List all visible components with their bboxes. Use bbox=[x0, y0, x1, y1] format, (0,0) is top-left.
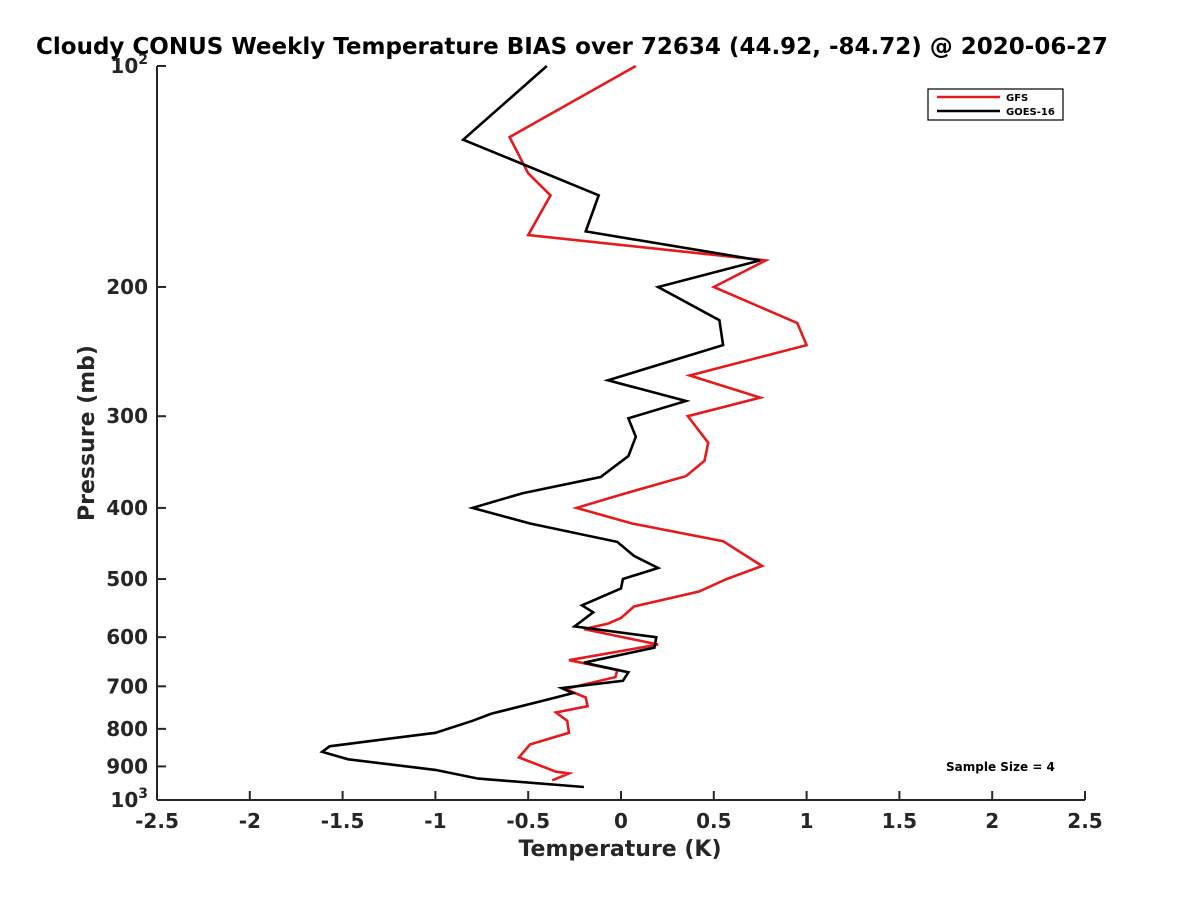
y-tick-label: 600 bbox=[106, 625, 148, 649]
y-tick-label: 500 bbox=[106, 567, 148, 591]
x-tick-label: 1 bbox=[800, 809, 814, 833]
sample-size-annotation: Sample Size = 4 bbox=[946, 760, 1055, 774]
x-tick-label: -2 bbox=[239, 809, 261, 833]
chart-title: Cloudy CONUS Weekly Temperature BIAS ove… bbox=[36, 34, 1108, 60]
y-tick-label: 200 bbox=[106, 275, 148, 299]
legend: GFS GOES-16 bbox=[927, 88, 1064, 121]
y-axis-label: Pressure (mb) bbox=[75, 345, 100, 521]
series-line-goes-16 bbox=[319, 65, 761, 789]
x-tick-label: -1 bbox=[424, 809, 446, 833]
x-tick-label: 1.5 bbox=[882, 809, 917, 833]
legend-label: GFS bbox=[1006, 93, 1028, 104]
x-tick-label: 2 bbox=[985, 809, 999, 833]
series-line-gfs bbox=[507, 64, 809, 782]
y-tick-label: 103 bbox=[110, 786, 148, 812]
x-tick-label: 0.5 bbox=[696, 809, 731, 833]
x-axis-label: Temperature (K) bbox=[518, 837, 721, 862]
series-layer bbox=[319, 64, 809, 789]
x-tick-label: -2.5 bbox=[135, 809, 179, 833]
legend-box bbox=[927, 88, 1064, 121]
legend-label: GOES-16 bbox=[1006, 107, 1055, 118]
x-tick-label: -1.5 bbox=[321, 809, 365, 833]
y-tick-label: 102 bbox=[110, 52, 148, 78]
y-tick-label: 300 bbox=[106, 404, 148, 428]
y-tick-label: 400 bbox=[106, 496, 148, 520]
axes: -2.5 -2 -1.5 -1 -0.5 0 0.5 1 1.5 2 2.5 102 200 300 400… bbox=[106, 52, 1102, 833]
y-tick-label: 800 bbox=[106, 717, 148, 741]
x-tick-label: -0.5 bbox=[506, 809, 550, 833]
x-tick-label: 0 bbox=[614, 809, 628, 833]
y-tick-label: 900 bbox=[106, 754, 148, 778]
x-tick-label: 2.5 bbox=[1067, 809, 1102, 833]
y-tick-label: 700 bbox=[106, 674, 148, 698]
